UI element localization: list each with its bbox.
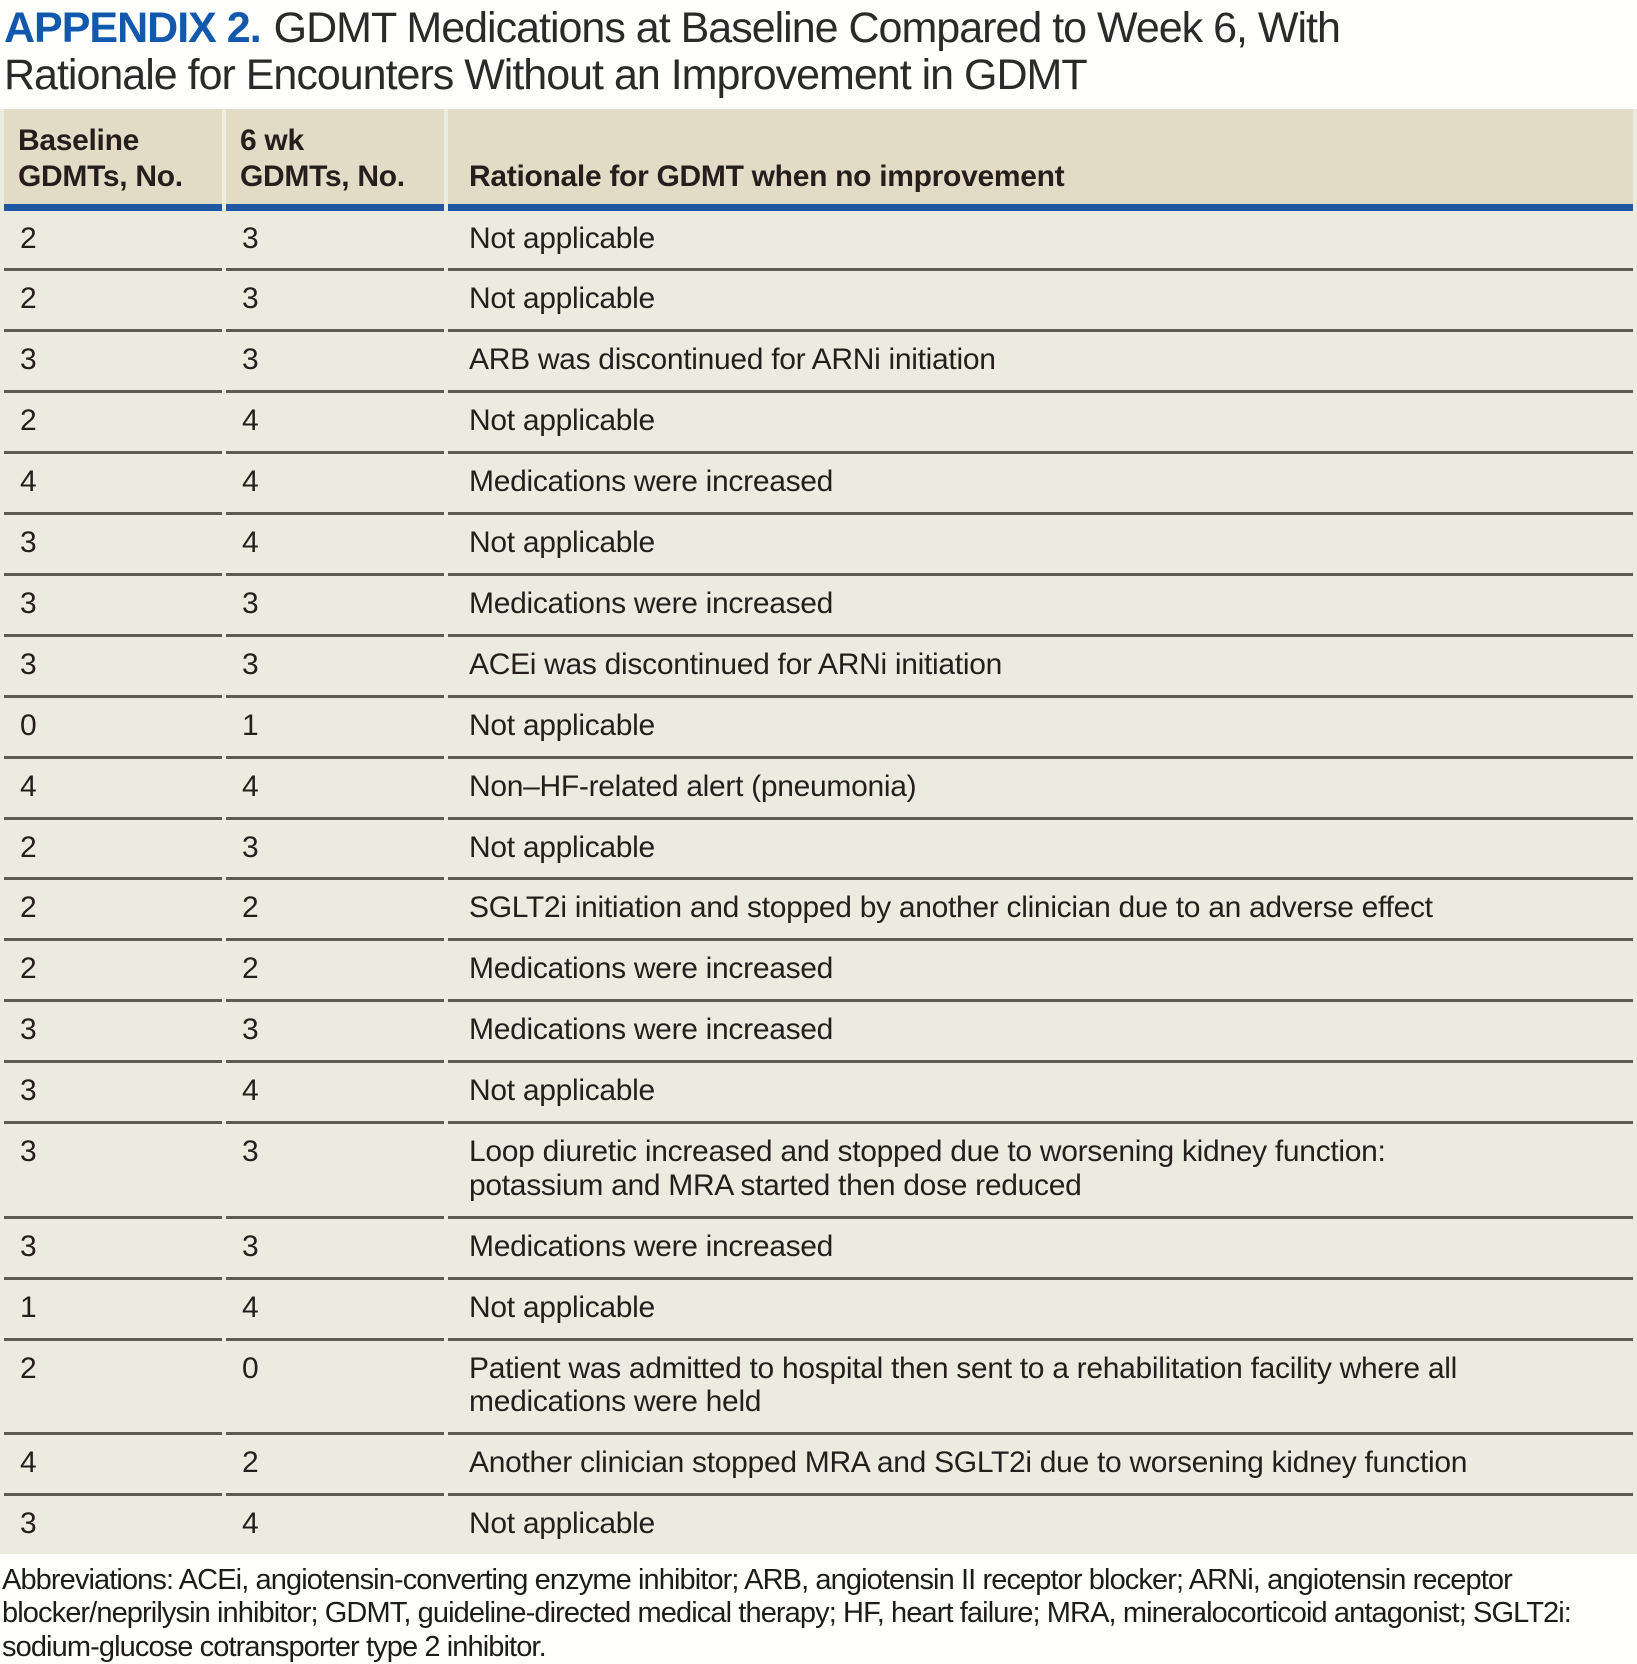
week6-gdmt-count: 4 xyxy=(226,1493,444,1555)
baseline-gdmt-count: 2 xyxy=(4,816,222,878)
table-row: 2 2 SGLT2i initiation and stopped by ano… xyxy=(4,877,1633,939)
baseline-gdmt-count: 3 xyxy=(4,1493,222,1555)
baseline-gdmt-count: 2 xyxy=(4,1337,222,1433)
gdmt-comparison-table: Baseline GDMTs, No. 6 wk GDMTs, No. Rati… xyxy=(0,108,1637,1555)
baseline-gdmt-count: 0 xyxy=(4,694,222,756)
rationale-text: Not applicable xyxy=(448,1493,1633,1555)
week6-gdmt-count: 0 xyxy=(226,1337,444,1433)
header-row: Baseline GDMTs, No. 6 wk GDMTs, No. Rati… xyxy=(4,108,1633,211)
week6-gdmt-count: 3 xyxy=(226,999,444,1061)
col-header-baseline-gdmts: Baseline GDMTs, No. xyxy=(4,108,222,211)
rationale-text: Not applicable xyxy=(448,1060,1633,1121)
rationale-text: Loop diuretic increased and stopped due … xyxy=(448,1120,1633,1216)
table-header: Baseline GDMTs, No. 6 wk GDMTs, No. Rati… xyxy=(4,108,1633,211)
table-row: 4 2 Another clinician stopped MRA and SG… xyxy=(4,1432,1633,1494)
baseline-gdmt-count: 3 xyxy=(4,329,222,391)
week6-gdmt-count: 4 xyxy=(226,512,444,573)
table-row: 3 4 Not applicable xyxy=(4,512,1633,573)
rationale-text: Medications were increased xyxy=(448,999,1633,1061)
table-row: 3 3 Loop diuretic increased and stopped … xyxy=(4,1120,1633,1216)
rationale-text: Another clinician stopped MRA and SGLT2i… xyxy=(448,1432,1633,1494)
week6-gdmt-count: 4 xyxy=(226,1060,444,1121)
baseline-gdmt-count: 2 xyxy=(4,938,222,1000)
baseline-gdmt-count: 2 xyxy=(4,268,222,330)
week6-gdmt-count: 4 xyxy=(226,390,444,452)
baseline-gdmt-count: 4 xyxy=(4,1432,222,1494)
week6-gdmt-count: 3 xyxy=(226,1215,444,1277)
table-row: 3 4 Not applicable xyxy=(4,1060,1633,1121)
week6-gdmt-count: 4 xyxy=(226,451,444,513)
rationale-text: Not applicable xyxy=(448,390,1633,452)
rationale-text: ARB was discontinued for ARNi initiation xyxy=(448,329,1633,391)
table-row: 3 3 Medications were increased xyxy=(4,999,1633,1061)
baseline-gdmt-count: 3 xyxy=(4,633,222,695)
baseline-gdmt-count: 2 xyxy=(4,877,222,939)
table-row: 4 4 Medications were increased xyxy=(4,451,1633,513)
table-row: 2 3 Not applicable xyxy=(4,210,1633,269)
baseline-gdmt-count: 4 xyxy=(4,755,222,817)
rationale-text: Patient was admitted to hospital then se… xyxy=(448,1337,1633,1433)
week6-gdmt-count: 3 xyxy=(226,329,444,391)
rationale-text: Non–HF-related alert (pneumonia) xyxy=(448,755,1633,817)
baseline-gdmt-count: 2 xyxy=(4,390,222,452)
table-row: 2 3 Not applicable xyxy=(4,816,1633,878)
table-row: 2 4 Not applicable xyxy=(4,390,1633,452)
week6-gdmt-count: 4 xyxy=(226,1276,444,1338)
rationale-text: Not applicable xyxy=(448,816,1633,878)
table-row: 4 4 Non–HF-related alert (pneumonia) xyxy=(4,755,1633,817)
baseline-gdmt-count: 3 xyxy=(4,572,222,634)
baseline-gdmt-count: 3 xyxy=(4,1215,222,1277)
table-row: 1 4 Not applicable xyxy=(4,1276,1633,1338)
week6-gdmt-count: 2 xyxy=(226,877,444,939)
table-row: 3 3 ARB was discontinued for ARNi initia… xyxy=(4,329,1633,391)
appendix-label: APPENDIX 2. xyxy=(4,4,262,52)
week6-gdmt-count: 3 xyxy=(226,816,444,878)
col-header-rationale: Rationale for GDMT when no improvement xyxy=(448,108,1633,211)
title-text: GDMT Medications at Baseline Compared to… xyxy=(4,4,1341,100)
week6-gdmt-count: 2 xyxy=(226,938,444,1000)
rationale-text: Not applicable xyxy=(448,512,1633,573)
week6-gdmt-count: 3 xyxy=(226,268,444,330)
table-row: 2 2 Medications were increased xyxy=(4,938,1633,1000)
baseline-gdmt-count: 4 xyxy=(4,451,222,513)
table-row: 2 0 Patient was admitted to hospital the… xyxy=(4,1337,1633,1433)
baseline-gdmt-count: 3 xyxy=(4,512,222,573)
col-header-6wk-gdmts: 6 wk GDMTs, No. xyxy=(226,108,444,211)
week6-gdmt-count: 3 xyxy=(226,572,444,634)
table-row: 3 4 Not applicable xyxy=(4,1493,1633,1555)
table-row: 0 1 Not applicable xyxy=(4,694,1633,756)
table-body: 2 3 Not applicable 2 3 Not applicable 3 … xyxy=(4,210,1633,1555)
week6-gdmt-count: 1 xyxy=(226,694,444,756)
rationale-text: Not applicable xyxy=(448,268,1633,330)
table-row: 3 3 ACEi was discontinued for ARNi initi… xyxy=(4,633,1633,695)
table-row: 3 3 Medications were increased xyxy=(4,1215,1633,1277)
rationale-text: Not applicable xyxy=(448,1276,1633,1338)
table-row: 3 3 Medications were increased xyxy=(4,572,1633,634)
rationale-text: Not applicable xyxy=(448,694,1633,756)
rationale-text: Medications were increased xyxy=(448,572,1633,634)
rationale-text: SGLT2i initiation and stopped by another… xyxy=(448,877,1633,939)
week6-gdmt-count: 4 xyxy=(226,755,444,817)
week6-gdmt-count: 3 xyxy=(226,210,444,269)
rationale-text: Medications were increased xyxy=(448,451,1633,513)
baseline-gdmt-count: 2 xyxy=(4,210,222,269)
baseline-gdmt-count: 3 xyxy=(4,1120,222,1216)
rationale-text: Medications were increased xyxy=(448,938,1633,1000)
rationale-text: ACEi was discontinued for ARNi initiatio… xyxy=(448,633,1633,695)
week6-gdmt-count: 2 xyxy=(226,1432,444,1494)
baseline-gdmt-count: 3 xyxy=(4,999,222,1061)
rationale-text: Not applicable xyxy=(448,210,1633,269)
week6-gdmt-count: 3 xyxy=(226,633,444,695)
baseline-gdmt-count: 1 xyxy=(4,1276,222,1338)
table-row: 2 3 Not applicable xyxy=(4,268,1633,330)
week6-gdmt-count: 3 xyxy=(226,1120,444,1216)
page-title: APPENDIX 2. GDMT Medications at Baseline … xyxy=(0,0,1637,100)
baseline-gdmt-count: 3 xyxy=(4,1060,222,1121)
rationale-text: Medications were increased xyxy=(448,1215,1633,1277)
abbreviations-note: Abbreviations: ACEi, angiotensin-convert… xyxy=(2,1564,1572,1663)
